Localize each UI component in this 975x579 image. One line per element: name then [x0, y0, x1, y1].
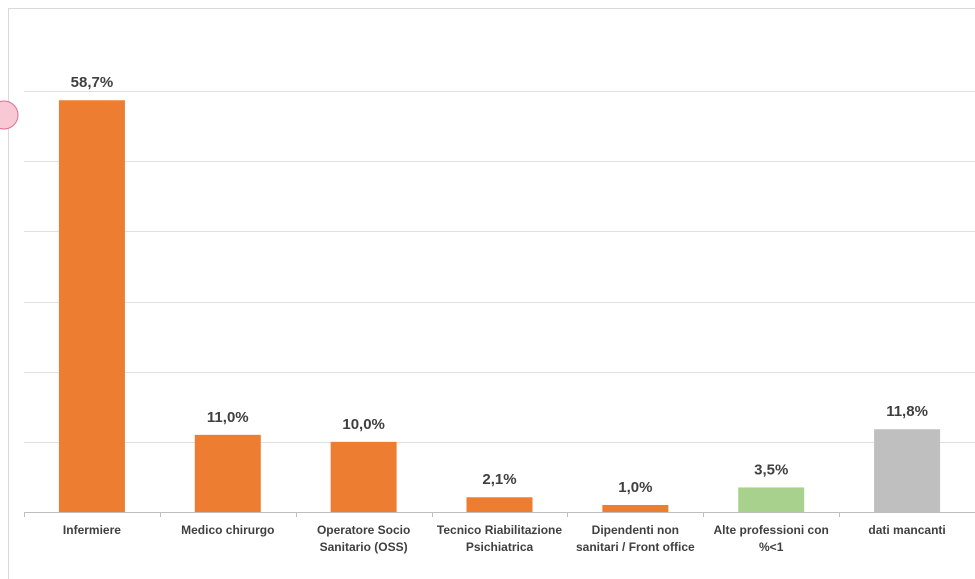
x-tick-label: Dipendenti non sanitari / Front office	[576, 523, 695, 554]
decoration	[0, 100, 19, 130]
x-tick-label: Alte professioni con %<1	[713, 523, 829, 554]
data-label: 58,7%	[71, 74, 114, 91]
data-label: 2,1%	[482, 471, 516, 488]
bar	[330, 441, 397, 512]
x-tick-label: Tecnico Riabilitazione Psichiatrica	[436, 523, 563, 554]
bar	[738, 487, 805, 512]
x-tick-label: Infermiere	[62, 523, 121, 537]
x-tick-label: Operatore Socio Sanitario (OSS)	[316, 523, 411, 554]
data-label: 11,8%	[886, 403, 928, 420]
chart-frame	[8, 8, 975, 579]
x-tick-label: dati mancanti	[868, 523, 946, 537]
bar	[874, 429, 941, 512]
bar	[58, 100, 125, 513]
data-label: 1,0%	[618, 479, 652, 496]
data-label: 10,0%	[342, 416, 385, 433]
data-label: 3,5%	[754, 461, 788, 478]
bar	[194, 434, 261, 512]
bar	[602, 504, 669, 512]
bar	[466, 497, 533, 512]
data-label: 11,0%	[207, 409, 249, 426]
x-tick-label: Medico chirurgo	[181, 523, 275, 537]
